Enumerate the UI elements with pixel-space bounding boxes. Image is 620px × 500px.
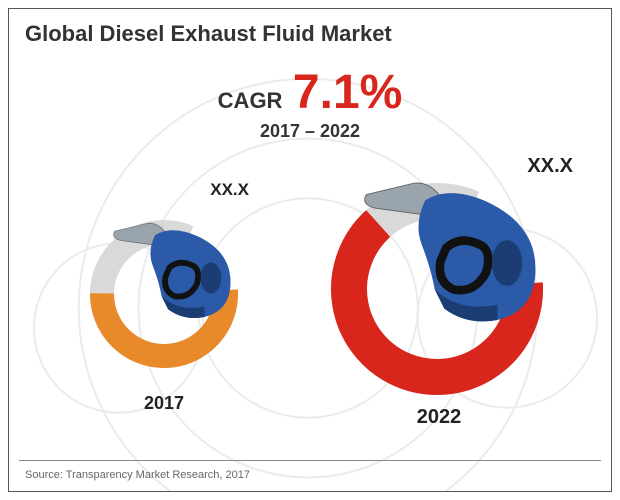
ring-2017: XX.X 2017 bbox=[69, 184, 259, 414]
chart-title: Global Diesel Exhaust Fluid Market bbox=[25, 21, 392, 47]
source-text: Source: Transparency Market Research, 20… bbox=[25, 469, 250, 481]
nozzle-2017 bbox=[107, 214, 237, 329]
ring-2022-year: 2022 bbox=[309, 406, 569, 429]
ring-2022: XX.X 2022 bbox=[309, 149, 569, 429]
cagr-line: CAGR 7.1% bbox=[9, 65, 611, 120]
footer-divider bbox=[19, 460, 601, 461]
ring-2017-year: 2017 bbox=[69, 393, 259, 414]
cagr-label: CAGR bbox=[218, 88, 283, 113]
nozzle-2022 bbox=[355, 171, 545, 336]
cagr-value: 7.1% bbox=[293, 66, 402, 119]
ring-2017-value: XX.X bbox=[210, 180, 249, 200]
cagr-period: 2017 – 2022 bbox=[9, 121, 611, 142]
chart-frame: Global Diesel Exhaust Fluid Market CAGR … bbox=[8, 8, 612, 492]
